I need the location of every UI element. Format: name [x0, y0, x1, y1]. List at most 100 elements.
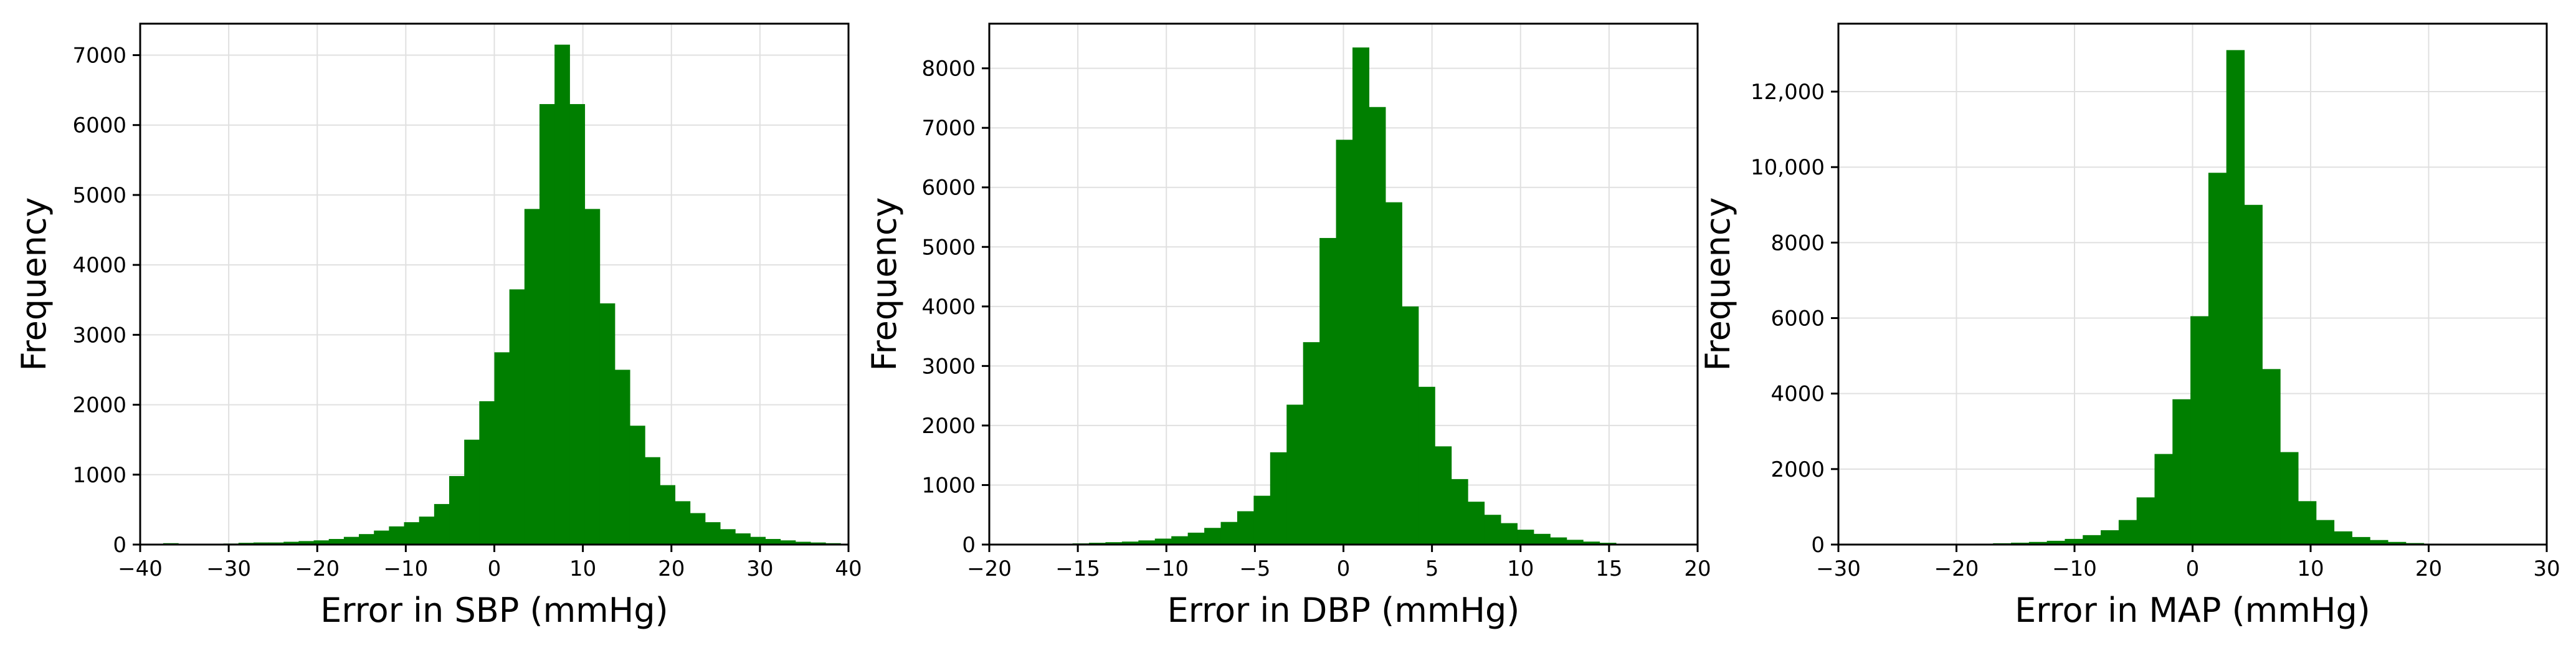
histogram-bar [2370, 540, 2388, 545]
histogram-bar [479, 401, 495, 545]
histogram-bar [2190, 316, 2209, 545]
histogram-bar [750, 536, 766, 545]
y-tick-label: 0 [962, 533, 976, 558]
histogram-bar [1270, 452, 1287, 545]
x-tick-label: 5 [1425, 556, 1439, 581]
histogram-bar [253, 542, 269, 545]
x-tick-label: −30 [206, 556, 251, 581]
histogram-bar [2352, 536, 2370, 545]
histogram-bar [2083, 535, 2101, 545]
y-tick-label: 6000 [1770, 307, 1825, 331]
y-tick-label: 7000 [921, 116, 976, 141]
histogram-bar [1121, 541, 1139, 545]
x-tick-label: −5 [1239, 556, 1270, 581]
x-tick-label: 10 [569, 556, 596, 581]
histogram-bar [283, 541, 300, 545]
histogram-bar [2101, 530, 2119, 545]
y-axis-label: Frequency [865, 198, 904, 371]
x-tick-label: −20 [1934, 556, 1979, 581]
x-tick-label: 0 [488, 556, 501, 581]
histogram-bar [539, 104, 555, 545]
y-tick-label: 0 [1811, 533, 1825, 558]
histogram-bar [328, 539, 345, 545]
histogram-bar [1105, 542, 1123, 545]
histogram-bar [2028, 541, 2048, 545]
histogram-bar [2334, 531, 2352, 545]
histogram-bar [645, 457, 660, 545]
y-tick-label: 3000 [921, 354, 976, 379]
histogram-bar [2387, 541, 2407, 545]
x-tick-label: 10 [1507, 556, 1534, 581]
histogram-bar [2208, 173, 2227, 545]
histogram-bar [705, 522, 721, 545]
histogram-bar [2136, 497, 2155, 545]
histogram-bar [2262, 369, 2281, 545]
histogram-bar [269, 542, 284, 545]
histogram-bar [1369, 107, 1386, 545]
x-tick-label: 15 [1595, 556, 1622, 581]
histogram-bar [1533, 533, 1551, 545]
histogram-bar [1336, 140, 1353, 545]
y-tick-label: 12,000 [1751, 80, 1825, 105]
x-tick-label: −40 [118, 556, 163, 581]
x-tick-label: 30 [2533, 556, 2560, 581]
histogram-bar [1237, 511, 1254, 545]
histogram-bar [599, 303, 615, 545]
histogram-bar [1402, 306, 1419, 545]
x-tick-label: 0 [2186, 556, 2200, 581]
histogram-bar [2154, 454, 2173, 545]
y-axis-label: Frequency [1698, 198, 1737, 371]
histogram-bar [629, 426, 645, 545]
histogram-bar [524, 209, 540, 545]
y-tick-label: 4000 [921, 295, 976, 320]
histogram-bar [449, 476, 465, 545]
y-tick-label: 2000 [921, 414, 976, 439]
x-tick-label: −10 [2052, 556, 2097, 581]
histogram-bar [675, 501, 691, 545]
x-tick-label: 40 [835, 556, 862, 581]
x-tick-label: 30 [746, 556, 773, 581]
histogram-bar [509, 289, 525, 545]
x-tick-label: 0 [1337, 556, 1351, 581]
histogram-bar [494, 352, 510, 545]
histogram-bar [2046, 540, 2066, 545]
x-axis-label: Error in SBP (mmHg) [320, 591, 668, 630]
histogram-bar [2065, 538, 2083, 545]
histogram-bar [298, 541, 315, 545]
x-axis-label: Error in MAP (mmHg) [2015, 591, 2370, 630]
histogram-bar [1303, 342, 1320, 545]
histogram-bar [780, 540, 796, 545]
x-tick-label: 20 [2415, 556, 2442, 581]
histogram-bar [765, 539, 781, 545]
histogram-bar [2118, 520, 2137, 545]
histogram-bar [1435, 446, 1452, 545]
histogram-bar [614, 369, 630, 545]
histogram-bar [2172, 399, 2191, 545]
histogram-bar [720, 529, 736, 545]
histogram-bar [1385, 202, 1402, 545]
histogram-bar [1418, 386, 1435, 545]
y-tick-label: 0 [113, 533, 126, 558]
histogram-bar [810, 542, 826, 545]
histogram-bar [1566, 540, 1584, 545]
y-tick-label: 7000 [72, 43, 126, 68]
y-tick-label: 10,000 [1751, 155, 1825, 180]
histogram-bar [660, 485, 676, 545]
y-tick-label: 4000 [72, 253, 126, 278]
histogram-bar [2280, 452, 2299, 545]
histogram-bar [1468, 502, 1485, 545]
histogram-bar [690, 513, 706, 545]
x-tick-label: 20 [658, 556, 685, 581]
histogram-bar [2316, 520, 2335, 545]
y-tick-label: 6000 [921, 176, 976, 201]
y-tick-label: 5000 [921, 235, 976, 260]
histogram-bar [2226, 50, 2245, 545]
histogram-bar [1171, 536, 1189, 545]
x-tick-label: 10 [2297, 556, 2324, 581]
y-tick-label: 4000 [1770, 382, 1825, 407]
histogram-bar [569, 104, 586, 545]
y-tick-label: 8000 [921, 57, 976, 82]
histogram-bar [419, 517, 435, 545]
histogram-bar [1138, 540, 1156, 545]
